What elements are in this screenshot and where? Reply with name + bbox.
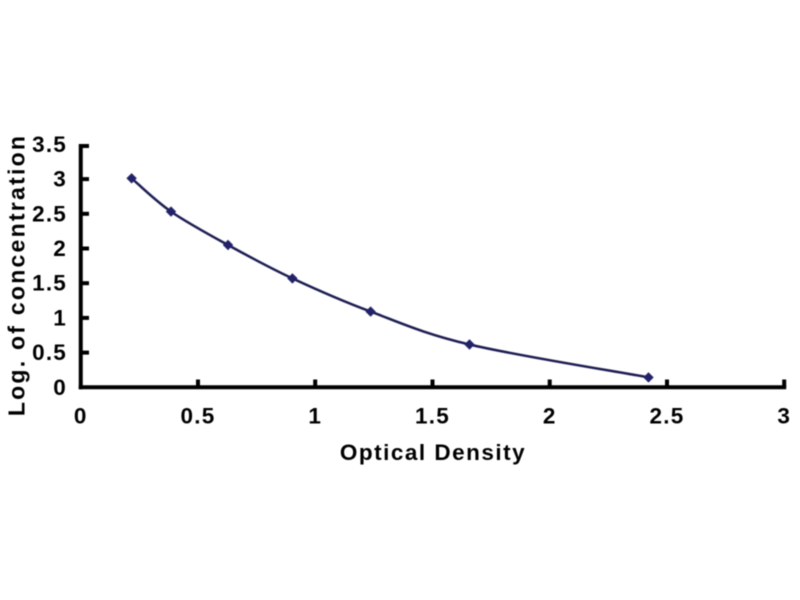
svg-text:0: 0	[53, 375, 67, 400]
svg-text:1.5: 1.5	[32, 271, 67, 296]
svg-text:2: 2	[543, 403, 557, 428]
svg-text:1.5: 1.5	[415, 403, 450, 428]
svg-text:1: 1	[53, 305, 67, 330]
svg-text:Optical Density: Optical Density	[340, 440, 526, 465]
svg-text:0: 0	[74, 403, 88, 428]
svg-text:3: 3	[53, 167, 67, 192]
svg-text:0.5: 0.5	[181, 403, 216, 428]
svg-text:1: 1	[308, 403, 322, 428]
svg-text:Log. of concentration: Log. of concentration	[4, 134, 30, 416]
svg-text:2.5: 2.5	[650, 403, 685, 428]
svg-text:2.5: 2.5	[32, 201, 67, 226]
svg-text:2: 2	[53, 236, 67, 261]
svg-text:3.5: 3.5	[32, 132, 67, 157]
svg-text:3: 3	[777, 403, 791, 428]
svg-text:0.5: 0.5	[32, 340, 67, 365]
